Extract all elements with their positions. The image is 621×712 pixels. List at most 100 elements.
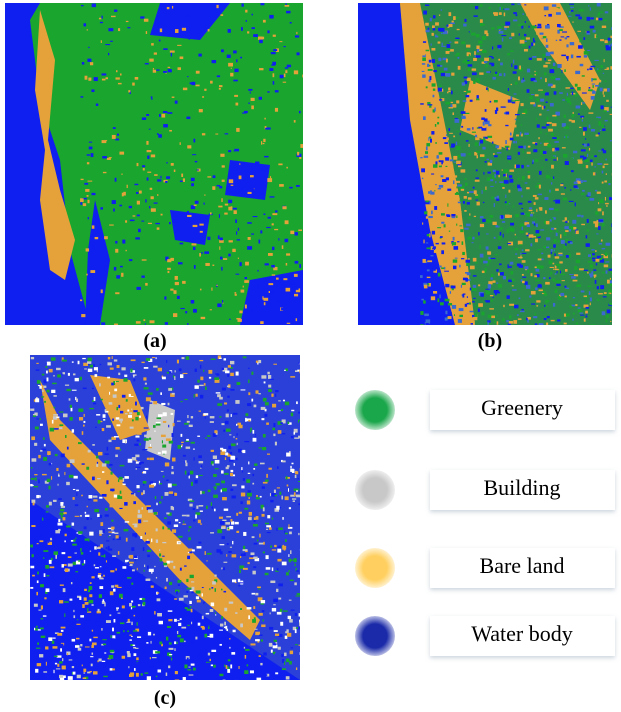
texture — [491, 27, 494, 29]
texture — [241, 290, 245, 293]
texture — [597, 3, 601, 6]
texture — [161, 471, 164, 472]
texture — [488, 284, 491, 288]
texture — [295, 471, 298, 474]
texture — [266, 423, 269, 425]
texture — [201, 465, 202, 467]
texture — [434, 107, 435, 111]
texture — [187, 669, 191, 670]
texture — [458, 202, 461, 204]
texture — [263, 652, 266, 655]
texture — [103, 599, 105, 601]
texture — [569, 4, 574, 5]
texture — [245, 262, 249, 266]
texture — [498, 59, 500, 61]
texture — [108, 549, 113, 551]
texture — [478, 41, 482, 44]
texture — [268, 468, 271, 470]
texture — [172, 29, 174, 31]
texture — [263, 542, 265, 545]
texture — [527, 165, 530, 167]
texture — [248, 473, 250, 474]
texture — [518, 146, 523, 148]
texture — [581, 180, 583, 183]
texture — [118, 551, 120, 555]
texture — [227, 55, 231, 58]
texture — [59, 644, 63, 646]
texture — [272, 404, 276, 408]
texture — [254, 463, 257, 466]
texture — [260, 663, 262, 665]
texture — [118, 405, 120, 408]
texture — [300, 652, 305, 655]
texture — [517, 4, 521, 5]
texture — [486, 246, 489, 249]
texture — [516, 165, 520, 169]
texture — [58, 498, 62, 500]
texture — [507, 277, 508, 280]
texture — [169, 491, 173, 493]
legend-label: Water body — [471, 621, 572, 646]
texture — [440, 65, 442, 67]
texture — [426, 50, 430, 51]
texture — [132, 569, 135, 571]
texture — [47, 451, 51, 455]
texture — [245, 418, 247, 422]
texture — [452, 242, 456, 246]
texture — [133, 410, 137, 412]
texture — [222, 488, 227, 491]
texture — [268, 389, 272, 392]
texture — [167, 259, 171, 262]
texture — [170, 289, 173, 291]
texture — [455, 181, 460, 183]
texture — [211, 359, 216, 360]
texture — [546, 124, 549, 126]
texture — [447, 203, 448, 206]
texture — [49, 502, 52, 506]
texture — [586, 33, 590, 35]
texture — [101, 40, 102, 43]
texture — [462, 283, 466, 285]
texture — [281, 496, 283, 500]
texture — [453, 175, 457, 177]
texture — [229, 179, 233, 183]
texture — [94, 564, 96, 566]
texture — [441, 213, 445, 215]
texture — [257, 587, 261, 589]
texture — [151, 413, 155, 415]
texture — [289, 532, 292, 535]
texture — [111, 520, 113, 522]
texture — [187, 658, 189, 660]
texture — [554, 239, 557, 243]
texture — [138, 229, 141, 232]
texture — [606, 100, 609, 102]
texture — [245, 311, 249, 313]
texture — [545, 58, 546, 60]
texture — [606, 270, 608, 273]
texture — [467, 99, 469, 102]
map-a — [5, 3, 306, 326]
texture — [482, 36, 486, 40]
texture — [526, 285, 530, 289]
texture — [162, 377, 166, 380]
texture — [465, 278, 468, 282]
texture — [441, 9, 443, 10]
texture — [445, 299, 450, 302]
texture — [222, 388, 226, 391]
texture — [496, 269, 498, 272]
texture — [542, 126, 547, 128]
texture — [434, 190, 435, 191]
texture — [478, 303, 483, 307]
texture — [99, 586, 103, 589]
texture — [200, 365, 201, 369]
texture — [551, 133, 554, 136]
texture — [182, 515, 186, 517]
texture — [578, 309, 582, 313]
texture — [433, 291, 437, 294]
texture — [261, 375, 266, 378]
texture — [236, 318, 240, 320]
texture — [70, 459, 75, 463]
texture — [223, 430, 225, 432]
texture — [55, 663, 57, 665]
texture — [55, 438, 59, 441]
